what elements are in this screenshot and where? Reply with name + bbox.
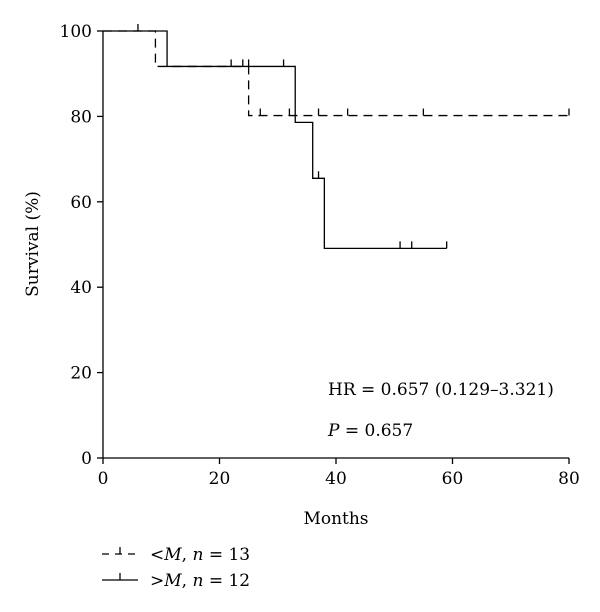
x-tick-label: 40 — [325, 469, 347, 489]
survival-curves — [103, 24, 570, 249]
legend: <M, n = 13 >M, n = 12 — [102, 545, 250, 591]
p-value: = 0.657 — [339, 421, 413, 441]
y-tick-label: 60 — [70, 193, 92, 213]
y-axis-title: Survival (%) — [23, 191, 43, 297]
y-tick-label: 40 — [70, 278, 92, 298]
x-tick-label: 60 — [442, 469, 464, 489]
x-tick-label: 80 — [558, 469, 580, 489]
y-tick-label: 20 — [70, 364, 92, 384]
hr-annotation: HR = 0.657 (0.129–3.321) — [328, 380, 554, 400]
y-tick-label: 80 — [70, 107, 92, 127]
legend-label-below-m: <M, n = 13 — [150, 545, 250, 565]
axes: 0 20 40 60 80 100 0 20 40 60 80 — [60, 22, 580, 489]
series-above-m — [103, 30, 448, 249]
p-label: P — [327, 421, 340, 441]
series-below-m — [103, 24, 570, 117]
survival-line-solid — [103, 30, 447, 249]
legend-item-below-m: <M, n = 13 — [102, 545, 250, 565]
legend-item-above-m: >M, n = 12 — [102, 571, 250, 591]
legend-label-above-m: >M, n = 12 — [150, 571, 250, 591]
x-axis-title: Months — [303, 509, 368, 529]
survival-line-dashed — [103, 30, 569, 117]
p-value-annotation: P = 0.657 — [327, 421, 413, 441]
x-tick-label: 0 — [98, 469, 109, 489]
y-tick-label: 100 — [60, 22, 92, 42]
y-tick-label: 0 — [81, 449, 92, 469]
x-tick-label: 20 — [209, 469, 231, 489]
